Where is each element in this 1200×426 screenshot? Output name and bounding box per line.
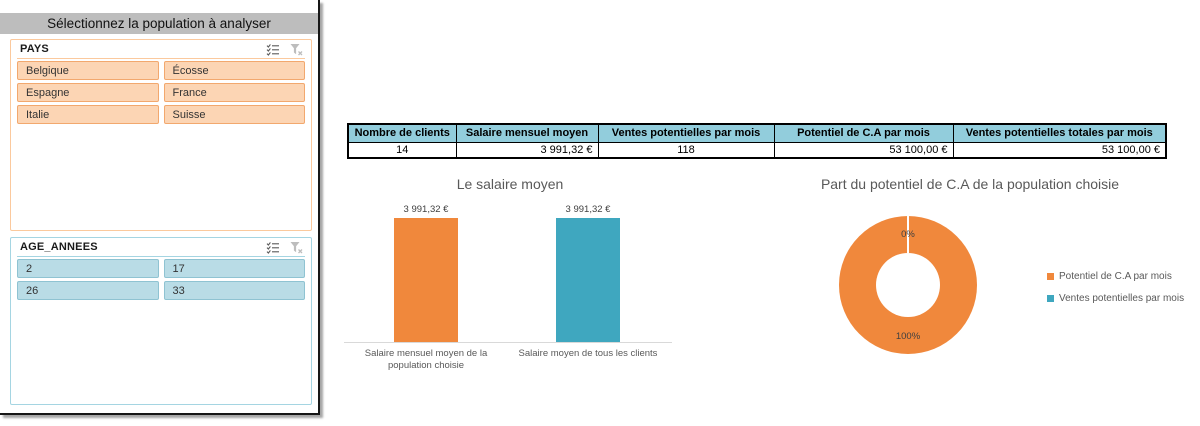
slicer-age-header: AGE_ANNEES <box>17 238 305 257</box>
bar-population-choisie[interactable] <box>394 218 458 342</box>
donut-slice-label-100pct: 100% <box>895 331 921 342</box>
value-cell[interactable]: 14 <box>347 141 457 159</box>
slicer-item-age-26[interactable]: 26 <box>17 281 159 300</box>
multiselect-icon[interactable] <box>266 241 280 254</box>
slicer-item-ecosse[interactable]: Écosse <box>163 61 305 80</box>
slicer-item-espagne[interactable]: Espagne <box>17 83 159 102</box>
slicer-age-items: 2 17 26 33 <box>17 259 305 300</box>
bar-data-label: 3 991,32 € <box>565 204 611 215</box>
panel-title: Sélectionnez la population à analyser <box>0 13 318 34</box>
legend-label: Ventes potentielles par mois <box>1059 293 1185 304</box>
slicer-pays-title: PAYS <box>20 43 49 55</box>
slicer-pays-items: Belgique Écosse Espagne France Italie Su… <box>17 61 305 124</box>
legend-item[interactable]: Ventes potentielles par mois <box>1047 293 1184 304</box>
bar-chart-title: Le salaire moyen <box>456 176 564 192</box>
legend-swatch-orange <box>1047 273 1054 280</box>
slicer-item-age-17[interactable]: 17 <box>163 259 305 278</box>
slicer-item-age-2[interactable]: 2 <box>17 259 159 278</box>
slicer-item-age-33[interactable]: 33 <box>163 281 305 300</box>
donut-slice-label-0pct: 0% <box>901 229 915 240</box>
bar-category-label: Salaire mensuel moyen de la population c… <box>364 348 488 371</box>
slicer-item-suisse[interactable]: Suisse <box>163 105 305 124</box>
slicer-age-title: AGE_ANNEES <box>20 241 98 253</box>
header-cell[interactable]: Nombre de clients <box>347 123 457 143</box>
bar-tous-les-clients[interactable] <box>556 218 620 342</box>
x-axis-line <box>344 342 672 343</box>
clear-filter-icon[interactable] <box>289 241 303 254</box>
header-cell[interactable]: Salaire mensuel moyen <box>455 123 599 143</box>
donut-hole <box>876 253 940 317</box>
legend-label: Potentiel de C.A par mois <box>1059 271 1172 282</box>
selection-panel: Sélectionnez la population à analyser PA… <box>0 0 320 415</box>
summary-table-value-row: 14 3 991,32 € 118 53 100,00 € 53 100,00 … <box>347 141 1167 159</box>
value-cell[interactable]: 53 100,00 € <box>952 141 1167 159</box>
bar-category-label: Salaire moyen de tous les clients <box>518 348 658 359</box>
summary-table-header-row: Nombre de clients Salaire mensuel moyen … <box>347 123 1167 143</box>
bar-data-label: 3 991,32 € <box>403 204 449 215</box>
legend-swatch-teal <box>1047 295 1054 302</box>
multiselect-icon[interactable] <box>266 43 280 56</box>
header-cell[interactable]: Potentiel de C.A par mois <box>773 123 954 143</box>
donut-ring[interactable] <box>839 216 977 354</box>
value-cell[interactable]: 118 <box>597 141 775 159</box>
legend-item[interactable]: Potentiel de C.A par mois <box>1047 271 1172 282</box>
slicer-age-annees: AGE_ANNEES <box>10 237 312 405</box>
header-cell[interactable]: Ventes potentielles totales par mois <box>952 123 1167 143</box>
donut-zero-slice <box>907 216 909 253</box>
clear-filter-icon[interactable] <box>289 43 303 56</box>
value-cell[interactable]: 53 100,00 € <box>773 141 954 159</box>
header-cell[interactable]: Ventes potentielles par mois <box>597 123 775 143</box>
slicer-pays: PAYS <box>10 39 312 231</box>
summary-table: Nombre de clients Salaire mensuel moyen … <box>347 123 1167 159</box>
slicer-item-belgique[interactable]: Belgique <box>17 61 159 80</box>
slicer-pays-header: PAYS <box>17 40 305 59</box>
slicer-item-france[interactable]: France <box>163 83 305 102</box>
value-cell[interactable]: 3 991,32 € <box>455 141 599 159</box>
slicer-item-italie[interactable]: Italie <box>17 105 159 124</box>
donut-chart-title: Part du potentiel de C.A de la populatio… <box>820 176 1120 192</box>
